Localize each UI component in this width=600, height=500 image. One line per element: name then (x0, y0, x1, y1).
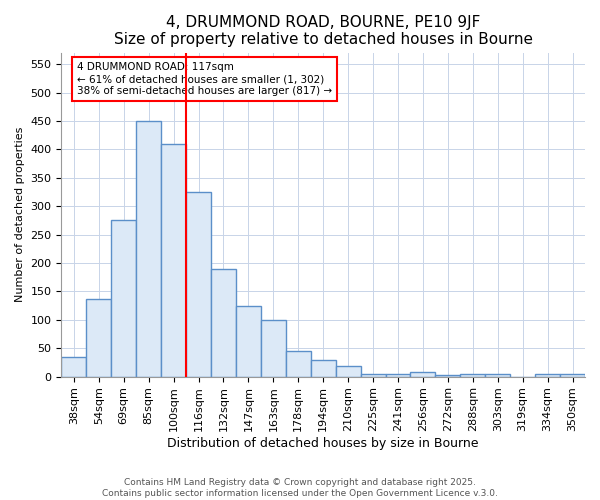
Bar (335, 366, 361, 376)
Bar (485, 374, 510, 376)
Text: Contains HM Land Registry data © Crown copyright and database right 2025.
Contai: Contains HM Land Registry data © Crown c… (102, 478, 498, 498)
Bar (236, 306, 261, 376)
Bar (386, 374, 410, 376)
Bar (136, 121, 161, 376)
Bar (286, 351, 311, 376)
Bar (261, 320, 286, 376)
Bar (186, 192, 211, 376)
Bar (61, 356, 86, 376)
Bar (311, 360, 335, 376)
Bar (410, 372, 436, 376)
Bar (361, 374, 386, 376)
Bar (111, 220, 136, 376)
Bar (161, 144, 186, 376)
Bar (86, 299, 111, 376)
Bar (560, 374, 585, 376)
Y-axis label: Number of detached properties: Number of detached properties (15, 127, 25, 302)
Text: 4 DRUMMOND ROAD: 117sqm
← 61% of detached houses are smaller (1, 302)
38% of sem: 4 DRUMMOND ROAD: 117sqm ← 61% of detache… (77, 62, 332, 96)
Bar (211, 268, 236, 376)
X-axis label: Distribution of detached houses by size in Bourne: Distribution of detached houses by size … (167, 437, 479, 450)
Title: 4, DRUMMOND ROAD, BOURNE, PE10 9JF
Size of property relative to detached houses : 4, DRUMMOND ROAD, BOURNE, PE10 9JF Size … (114, 15, 533, 48)
Bar (460, 374, 485, 376)
Bar (535, 374, 560, 376)
Bar (436, 375, 460, 376)
